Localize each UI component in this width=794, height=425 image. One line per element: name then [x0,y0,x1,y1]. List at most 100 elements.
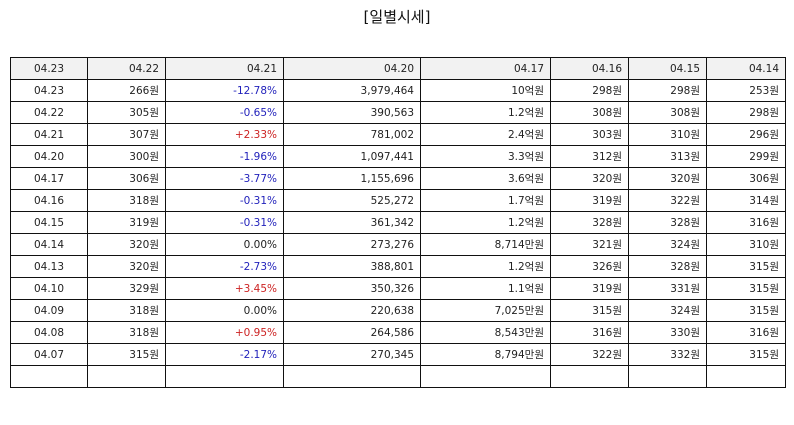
table-cell: 299원 [706,145,786,168]
table-cell: 298원 [706,101,786,124]
table-cell: 3,979,464 [283,79,421,102]
change-cell: -1.96% [165,145,284,168]
change-cell: 0.00% [165,299,284,322]
table-cell: 316원 [550,321,629,344]
table-cell: 1.2억원 [420,101,551,124]
table-row: 04.10 329원 +3.45% 350,326 1.1억원 319원 331원 315원 [10,277,786,300]
table-cell: 324원 [628,233,707,256]
table-row [10,365,786,388]
table-cell: 326원 [550,255,629,278]
table-cell: 328원 [550,211,629,234]
table-cell [628,365,707,388]
table-row: 04.22 305원 -0.65% 390,563 1.2억원 308원 308원 298원 [10,101,786,124]
header-cell: 04.20 [283,57,421,80]
change-cell: -0.65% [165,101,284,124]
table-cell: 328원 [628,255,707,278]
table-cell: 305원 [87,101,166,124]
table-cell: 10억원 [420,79,551,102]
table-cell: 316원 [706,211,786,234]
table-cell: 320원 [550,167,629,190]
table-cell: 525,272 [283,189,421,212]
table-cell [283,365,421,388]
table-row: 04.20 300원 -1.96% 1,097,441 3.3억원 312원 313원 299… [10,145,786,168]
table-cell: 264,586 [283,321,421,344]
change-cell: +2.33% [165,123,284,146]
date-cell: 04.07 [10,343,88,366]
table-row: 04.08 318원 +0.95% 264,586 8,543만원 316원 330원 316… [10,321,786,344]
table-cell: 322원 [628,189,707,212]
table-cell: 321원 [550,233,629,256]
page-title: [일별시세] [363,8,431,26]
table-cell: 781,002 [283,123,421,146]
change-cell: +0.95% [165,321,284,344]
change-cell: -3.77% [165,167,284,190]
table-cell: 3.6억원 [420,167,551,190]
table-cell: 332원 [628,343,707,366]
table-cell: 298원 [550,79,629,102]
table-cell: 308원 [628,101,707,124]
change-cell: -12.78% [165,79,284,102]
table-cell: 329원 [87,277,166,300]
table-row: 04.09 318원 0.00% 220,638 7,025만원 315원 324원 315원 [10,299,786,322]
table-cell [706,365,786,388]
table-cell: 324원 [628,299,707,322]
table-cell: 314원 [706,189,786,212]
table-cell: 306원 [87,167,166,190]
table-cell: 320원 [87,233,166,256]
change-cell: -0.31% [165,189,284,212]
table-cell: 8,794만원 [420,343,551,366]
table-cell: 390,563 [283,101,421,124]
daily-price-table: 04.23 04.22 04.21 04.20 04.17 04.16 04.15 04.14… [10,57,786,388]
table-row: 04.07 315원 -2.17% 270,345 8,794만원 322원 332원 315… [10,343,786,366]
table-cell: 273,276 [283,233,421,256]
change-cell: +3.45% [165,277,284,300]
table-cell: 350,326 [283,277,421,300]
table-cell: 319원 [87,211,166,234]
date-cell: 04.14 [10,233,88,256]
table-cell: 320원 [87,255,166,278]
table-cell: 303원 [550,123,629,146]
table-cell: 361,342 [283,211,421,234]
date-cell: 04.23 [10,79,88,102]
change-cell [165,365,284,388]
table-cell: 320원 [628,167,707,190]
table-cell: 1.2억원 [420,255,551,278]
table-cell: 296원 [706,123,786,146]
table-cell: 315원 [706,299,786,322]
table-row: 04.16 318원 -0.31% 525,272 1.7억원 319원 322원 314원 [10,189,786,212]
table-cell: 270,345 [283,343,421,366]
table-cell: 220,638 [283,299,421,322]
table-cell [87,365,166,388]
table-cell: 310원 [706,233,786,256]
table-row: 04.13 320원 -2.73% 388,801 1.2억원 326원 328원 315원 [10,255,786,278]
table-cell: 306원 [706,167,786,190]
date-cell: 04.21 [10,123,88,146]
table-cell: 315원 [706,277,786,300]
table-cell: 312원 [550,145,629,168]
header-cell: 04.21 [165,57,284,80]
change-cell: -2.73% [165,255,284,278]
header-cell: 04.14 [706,57,786,80]
table-cell: 307원 [87,123,166,146]
date-cell: 04.08 [10,321,88,344]
table-cell: 1.7억원 [420,189,551,212]
table-cell: 266원 [87,79,166,102]
table-cell: 300원 [87,145,166,168]
date-cell: 04.17 [10,167,88,190]
table-cell: 1.2억원 [420,211,551,234]
header-cell: 04.22 [87,57,166,80]
date-cell: 04.10 [10,277,88,300]
table-cell: 1,155,696 [283,167,421,190]
table-cell: 331원 [628,277,707,300]
table-cell: 8,543만원 [420,321,551,344]
table-cell: 319원 [550,277,629,300]
header-cell: 04.15 [628,57,707,80]
change-cell: 0.00% [165,233,284,256]
table-cell: 319원 [550,189,629,212]
table-cell [420,365,551,388]
table-cell: 2.4억원 [420,123,551,146]
table-cell: 308원 [550,101,629,124]
table-cell: 298원 [628,79,707,102]
table-body: 04.23 266원 -12.78% 3,979,464 10억원 298원 298원 253… [10,79,786,388]
table-cell: 1.1억원 [420,277,551,300]
